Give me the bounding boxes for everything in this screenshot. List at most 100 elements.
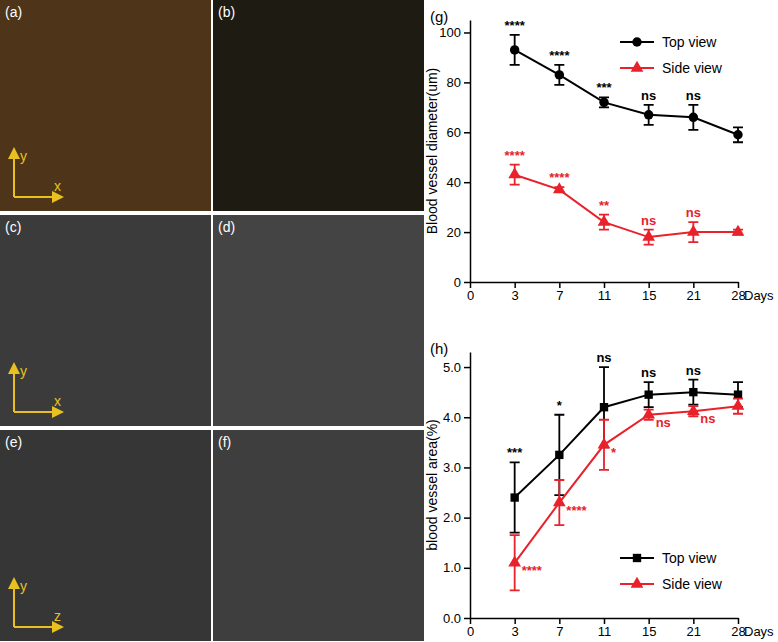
marker	[555, 451, 563, 459]
x-tick-mark	[470, 618, 472, 624]
significance-label: ns	[596, 350, 611, 365]
y-tick: 3.0	[443, 460, 470, 475]
legend-item: Side view	[620, 576, 723, 592]
significance-label: ****	[505, 18, 526, 33]
legend-label: Side view	[662, 576, 723, 592]
marker	[510, 493, 518, 501]
y-tick: 100	[439, 25, 470, 40]
panel-label: (e)	[5, 434, 22, 450]
x-tick-mark	[693, 282, 695, 288]
x-tick-mark	[648, 282, 650, 288]
x-axis-title: Days	[744, 624, 774, 639]
axis-arrow-label: y	[20, 148, 27, 164]
significance-label: ****	[566, 503, 587, 518]
marker	[508, 167, 521, 178]
legend-item: Side view	[620, 60, 723, 76]
axis-arrow	[13, 153, 15, 197]
y-tick-mark	[464, 132, 470, 134]
significance-label: ****	[549, 170, 570, 185]
significance-label: ****	[549, 48, 570, 63]
panel-label: (d)	[218, 219, 235, 235]
axis-arrow	[13, 368, 15, 412]
y-tick-label: 60	[447, 125, 461, 140]
image-panel: (f)	[213, 430, 424, 641]
x-tick-label: 3	[512, 624, 519, 639]
x-tick-mark	[470, 282, 472, 288]
y-tick-mark	[464, 367, 470, 369]
significance-label: ****	[522, 563, 543, 578]
image-area	[0, 215, 211, 426]
panel-label: (h)	[430, 340, 448, 357]
series	[510, 35, 743, 142]
y-tick: 80	[447, 75, 470, 90]
chart: 0.01.02.03.04.05.003711152128(h)Daysbloo…	[424, 340, 774, 639]
marker	[642, 230, 655, 241]
series-line	[515, 175, 738, 237]
y-tick-label: 100	[439, 25, 461, 40]
x-axis: 03711152128	[467, 282, 746, 303]
y-tick: 1.0	[443, 560, 470, 575]
error-bar	[644, 382, 654, 407]
x-tick: 3	[512, 282, 519, 303]
x-tick: 15	[642, 618, 656, 639]
marker	[734, 390, 742, 398]
error-bar	[688, 105, 698, 130]
marker	[555, 70, 564, 79]
y-tick-label: 3.0	[443, 460, 461, 475]
marker	[510, 45, 519, 54]
x-tick: 0	[467, 282, 474, 303]
marker	[598, 215, 611, 226]
significance-label: **	[599, 198, 610, 213]
x-tick-mark	[514, 618, 516, 624]
y-tick-label: 1.0	[443, 560, 461, 575]
image-panel: (d)	[213, 215, 424, 426]
axis-arrow-label: y	[20, 578, 27, 594]
x-tick: 7	[556, 618, 563, 639]
axis-arrow-label: x	[54, 393, 61, 409]
marker	[642, 407, 655, 418]
panel-label: (a)	[5, 4, 22, 20]
series	[508, 399, 744, 591]
error-bar	[599, 97, 609, 107]
series	[508, 165, 744, 245]
y-tick-mark	[464, 417, 470, 419]
legend-item: Top view	[620, 550, 717, 566]
y-tick-label: 80	[447, 75, 461, 90]
x-tick-mark	[559, 618, 561, 624]
marker	[644, 110, 653, 119]
marker	[687, 404, 700, 415]
error-bar	[510, 462, 520, 532]
x-tick-mark	[604, 282, 606, 288]
panel-label: (g)	[430, 8, 448, 25]
x-tick-label: 11	[598, 624, 612, 639]
series-line	[515, 50, 738, 135]
y-tick-label: 0.0	[443, 611, 461, 626]
x-tick-mark	[738, 282, 740, 288]
significance-label: *	[611, 445, 617, 460]
y-tick-label: 20	[447, 225, 461, 240]
image-area	[213, 215, 424, 426]
significance-label: ns	[686, 205, 701, 220]
error-bar	[510, 35, 520, 65]
y-tick-label: 2.0	[443, 510, 461, 525]
image-area	[0, 0, 211, 211]
y-tick-mark	[464, 568, 470, 570]
y-tick-mark	[464, 517, 470, 519]
panel-label: (b)	[218, 4, 235, 20]
y-tick-mark	[464, 618, 470, 620]
x-tick-mark	[514, 282, 516, 288]
image-panel: (e)yz	[0, 430, 211, 641]
plot-area	[508, 35, 744, 245]
marker	[687, 225, 700, 236]
error-bar	[644, 105, 654, 125]
x-tick-mark	[559, 282, 561, 288]
significance-label: ns	[641, 365, 656, 380]
legend: Top viewSide view	[620, 34, 723, 76]
y-tick-mark	[464, 232, 470, 234]
marker	[732, 399, 745, 410]
y-tick-mark	[464, 282, 470, 284]
significance-label: ns	[686, 363, 701, 378]
marker	[732, 225, 745, 236]
marker	[689, 113, 698, 122]
panel-label: (c)	[5, 219, 21, 235]
